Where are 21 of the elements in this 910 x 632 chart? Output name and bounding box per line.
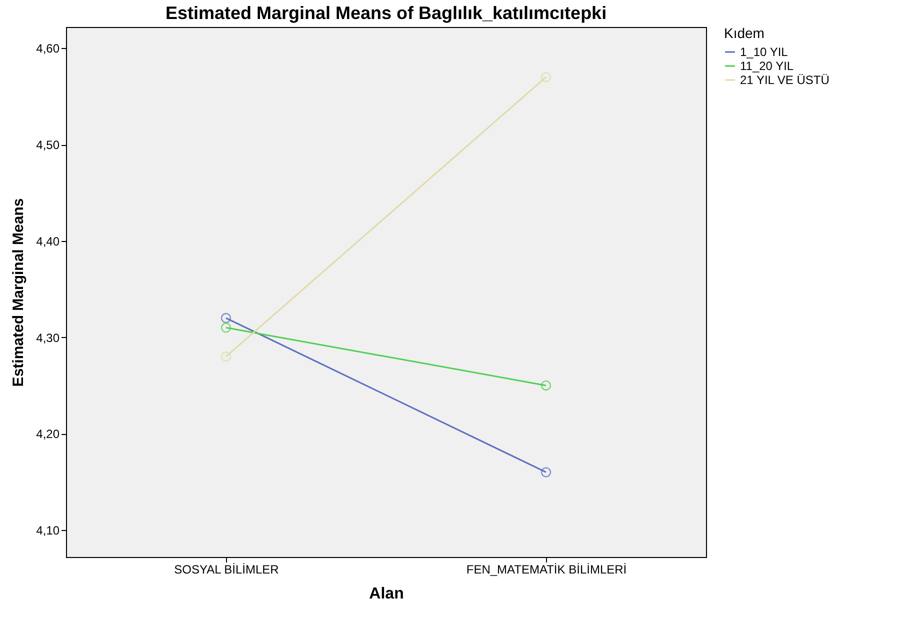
- legend-label: 11_20 YIL: [740, 59, 794, 73]
- chart-title: Estimated Marginal Means of Baglılık_katılımcıtepki: [165, 3, 607, 23]
- point: [540, 380, 552, 391]
- y-tick-label: 4,40: [36, 234, 60, 248]
- x-tick-label: FEN_MATEMATİK BİLİMLERİ: [466, 562, 627, 576]
- point: [220, 351, 232, 362]
- point: [220, 312, 232, 324]
- y-tick-label: 4,20: [36, 427, 60, 442]
- x-tick-label: SOSYAL BİLİMLER: [174, 562, 280, 576]
- point: [220, 322, 232, 333]
- x-axis-title: Alan: [369, 586, 404, 602]
- y-axis-title: Estimated Marginal Means: [10, 198, 28, 387]
- y-tick-label: 4,60: [36, 42, 60, 56]
- y-tick-label: 4,30: [36, 330, 60, 345]
- legend-label: 21 YIL VE ÜSTÜ: [740, 73, 830, 87]
- y-tick-label: 4,50: [36, 138, 60, 152]
- y-tick-label: 4,10: [36, 524, 60, 538]
- point: [540, 72, 552, 82]
- legend-title: Kıdem: [724, 25, 764, 41]
- point: [540, 467, 552, 478]
- legend-label: 1_10 YIL: [740, 45, 788, 59]
